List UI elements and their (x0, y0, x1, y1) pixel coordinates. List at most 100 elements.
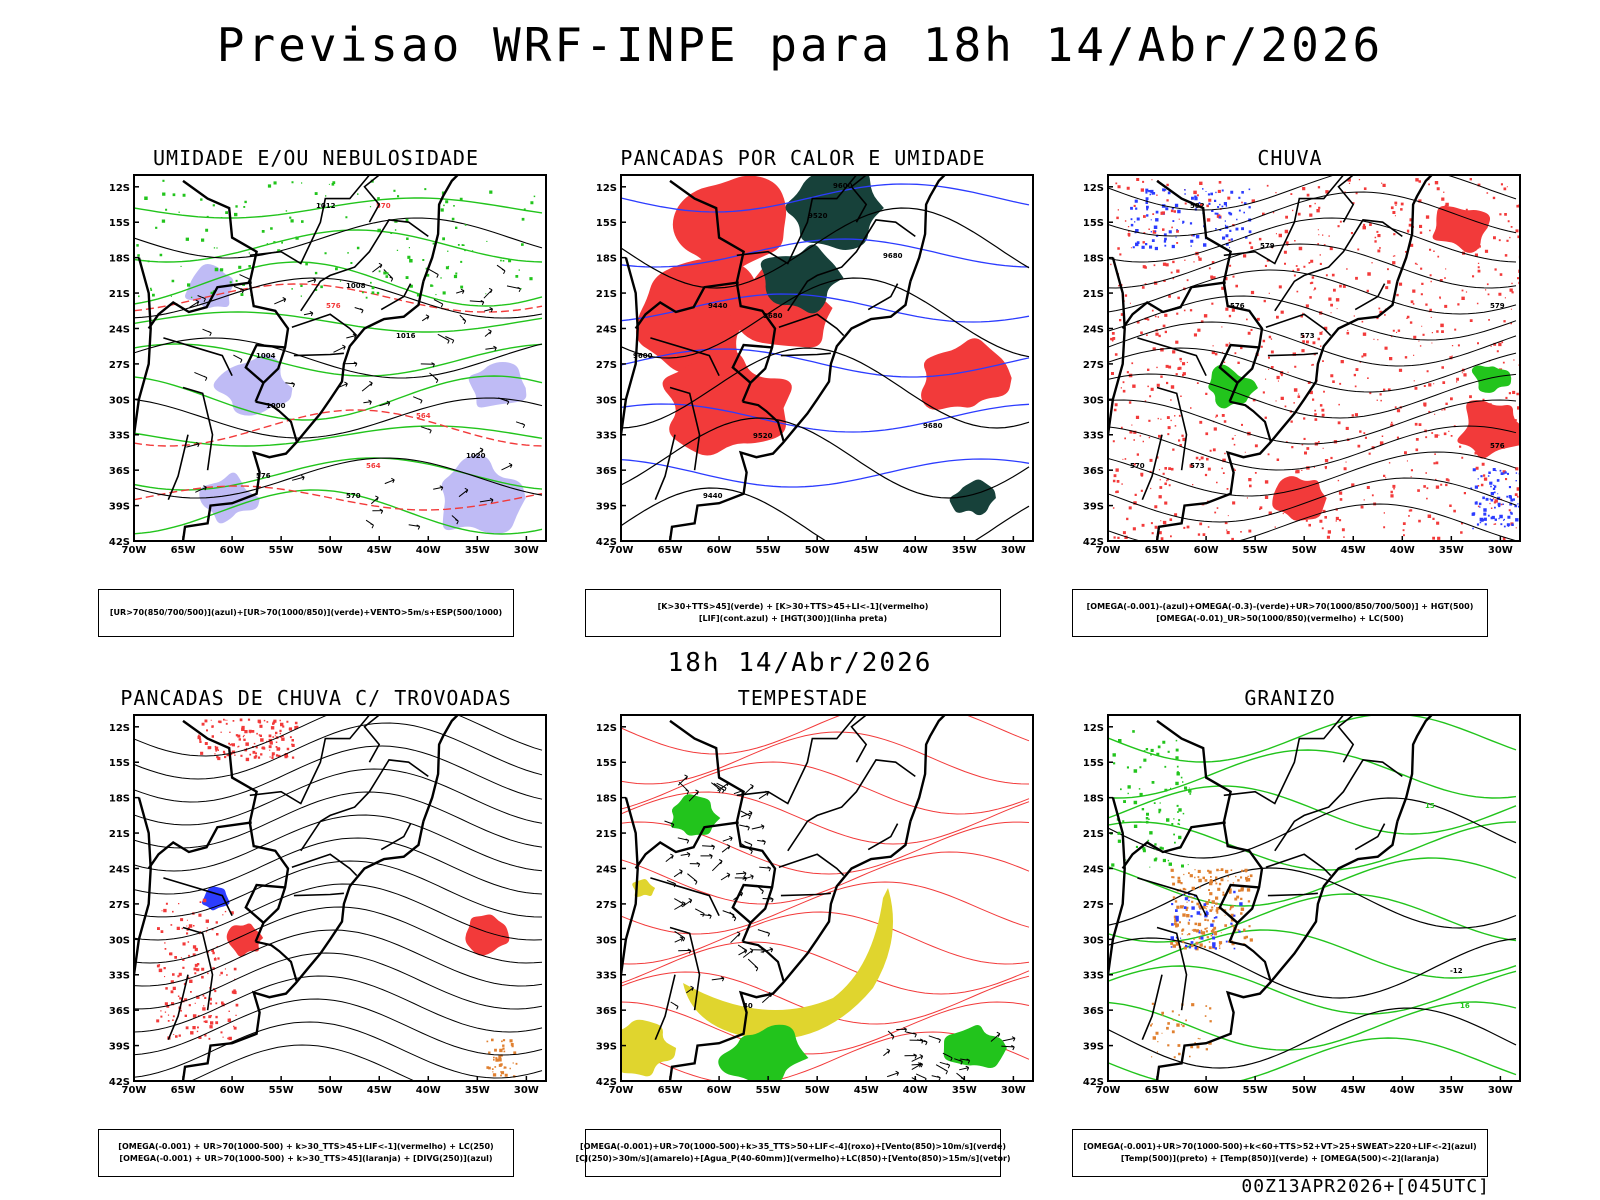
lat-tick-label: 36S (596, 466, 617, 477)
wind-vector (451, 515, 459, 525)
humidity-high-levels (184, 264, 234, 309)
wind-250-streamline (134, 1021, 543, 1079)
political-border (1223, 715, 1345, 805)
political-border (850, 175, 868, 223)
wind-vector (498, 397, 510, 405)
wind-250-streamline (134, 860, 543, 918)
lat-tick-label: 27S (109, 360, 130, 371)
political-border (787, 759, 916, 852)
wind-850-vector (670, 1001, 679, 1010)
political-border (291, 313, 358, 337)
panel-p1: UMIDADE E/OU NEBULOSIDADE 1012 1008 1004 101… (96, 146, 556, 641)
contour-label: 576 (256, 472, 271, 480)
lat-tick-label: 12S (596, 183, 617, 194)
thickness-contour (134, 485, 543, 511)
lon-tick-label: 40W (1390, 1085, 1415, 1096)
political-border (363, 175, 381, 223)
temp-850-contour (1108, 785, 1517, 835)
panel-title: UMIDADE E/OU NEBULOSIDADE (152, 146, 480, 170)
height-500-streamline (1108, 373, 1517, 419)
lat-tick-label: 21S (109, 829, 130, 840)
political-border (650, 877, 720, 917)
wind-850-vector (942, 1052, 953, 1062)
political-border (244, 883, 286, 924)
lat-tick-label: 12S (1083, 723, 1104, 734)
lon-tick-label: 40W (903, 1085, 928, 1096)
wind-850-vector (757, 839, 766, 845)
political-border (731, 883, 773, 924)
political-border (778, 853, 845, 877)
contour-label: 576 (1490, 442, 1505, 450)
lon-tick-label: 45W (367, 1085, 392, 1096)
wind-vector (354, 307, 364, 314)
political-border (1274, 759, 1403, 852)
lon-tick-label: 60W (1194, 1085, 1219, 1096)
temp-500-contour (1108, 937, 1517, 999)
legend-line: [CJ(250)>30m/s](amarelo)+[Agua_P(40-60mm… (575, 1154, 1011, 1163)
contour-label: 579 (1260, 242, 1275, 250)
contour-label: 15 (1425, 802, 1435, 810)
wind-vector (384, 477, 395, 485)
lat-tick-label: 27S (1083, 360, 1104, 371)
contour-label: 576 (326, 302, 341, 310)
contour-label: 1016 (396, 332, 416, 340)
political-border (1137, 337, 1207, 377)
lat-tick-label: 36S (1083, 466, 1104, 477)
border-uruguay (1229, 400, 1272, 443)
temp-500-contour (1108, 867, 1517, 929)
temp-850-contour (1108, 749, 1517, 799)
political-border (1223, 175, 1345, 265)
wind-vector (202, 328, 212, 337)
panel-title: PANCADAS DE CHUVA C/ TROVOADAS (120, 686, 512, 710)
political-border (1337, 175, 1355, 223)
border-uruguay (255, 940, 298, 983)
wind-850-vector (722, 910, 735, 919)
lat-tick-label: 39S (1083, 1042, 1104, 1053)
precipitable-water-contour (621, 715, 1030, 755)
wind-vector (372, 508, 384, 514)
wind-250-streamline (134, 791, 543, 849)
lon-tick-label: 55W (269, 545, 294, 556)
precipitable-water-contour (621, 941, 1030, 995)
border-uruguay (742, 400, 785, 443)
wind-250-streamline (134, 975, 543, 1033)
lon-tick-label: 55W (756, 545, 781, 556)
temp-850-contour (1108, 1037, 1517, 1081)
wind-vector (469, 299, 485, 306)
lon-tick-label: 50W (318, 545, 343, 556)
convective-instability-area (949, 479, 996, 516)
political-border (1274, 219, 1403, 312)
political-border (1218, 343, 1260, 384)
humidity-low-levels-contour (134, 261, 543, 307)
political-border (1267, 892, 1318, 897)
lat-tick-label: 18S (1083, 794, 1104, 805)
wind-850-vector (688, 789, 699, 802)
convective-instability-area (760, 244, 844, 314)
humidity-low-levels-contour (134, 311, 543, 333)
panel-legend: [OMEGA(-0.001)+UR>70(1000-500)+k>35_TTS>… (575, 1129, 1011, 1177)
coastline-north (909, 715, 946, 822)
map-content: 1012 1008 1004 1016 1000 1020 570 576 570 576 564 5… (134, 175, 546, 541)
height-300-contour (621, 347, 1030, 429)
panel-title: GRANIZO (1244, 686, 1336, 710)
lat-tick-label: 21S (1083, 289, 1104, 300)
low-level-jet-area (943, 1025, 1007, 1068)
wind-850-vector (1002, 1036, 1016, 1042)
lat-tick-label: 30S (1083, 395, 1104, 406)
wind-850-vector (734, 876, 747, 882)
lifted-index-contour (621, 403, 1030, 433)
wind-850-vector (665, 853, 674, 862)
lat-tick-label: 18S (1083, 254, 1104, 265)
storm-showers-speckle (156, 898, 239, 1041)
wind-vector (365, 519, 374, 529)
lon-tick-label: 60W (707, 545, 732, 556)
panel-legend: [UR>70(850/700/500)](azul)+[UR>70(1000/8… (98, 589, 514, 637)
panel-legend: [OMEGA(-0.001)-(azul)+OMEGA(-0.3)-(verde… (1072, 589, 1488, 637)
lat-tick-label: 18S (596, 794, 617, 805)
political-border (1265, 853, 1332, 877)
wind-250-streamline (134, 715, 543, 757)
panel-p4: PANCADAS DE CHUVA C/ TROVOADAS 12S 15S 18S 2… (96, 686, 556, 1181)
wind-850-vector (687, 873, 698, 885)
wind-250-streamline (134, 722, 543, 780)
